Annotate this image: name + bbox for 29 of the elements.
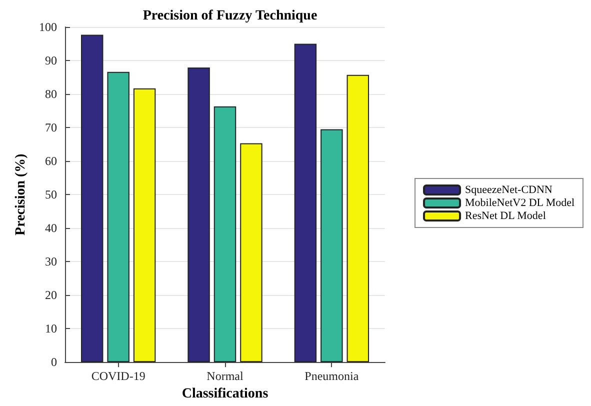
bar bbox=[320, 129, 343, 362]
bar bbox=[133, 88, 156, 362]
y-axis-title: Precision (%) bbox=[14, 153, 29, 236]
x-tick-label: COVID-19 bbox=[91, 369, 146, 384]
y-tick-label: 80 bbox=[45, 87, 57, 102]
legend-label: SqueezeNet-CDNN bbox=[465, 184, 552, 196]
y-tick-label: 50 bbox=[45, 188, 57, 202]
y-tick-label: 60 bbox=[45, 154, 57, 168]
x-axis-title: Classifications bbox=[182, 386, 269, 402]
bar bbox=[81, 34, 104, 362]
bar bbox=[294, 44, 317, 362]
chart-title: Precision of Fuzzy Technique bbox=[142, 8, 318, 24]
bar bbox=[107, 72, 130, 362]
y-tick-label: 100 bbox=[39, 20, 57, 34]
legend-label: ResNet DL Model bbox=[465, 210, 546, 222]
bar bbox=[188, 68, 210, 362]
y-tick-label: 70 bbox=[45, 120, 57, 135]
y-tick-label: 90 bbox=[45, 54, 57, 68]
x-tick-label: Pneumonia bbox=[304, 369, 360, 384]
y-tick-label: 20 bbox=[45, 288, 57, 302]
bar bbox=[214, 106, 236, 362]
y-tick-label: 10 bbox=[45, 322, 57, 336]
x-tick-label: Normal bbox=[206, 369, 244, 384]
bar bbox=[346, 74, 369, 362]
bar bbox=[240, 143, 262, 362]
y-tick-label: 30 bbox=[45, 254, 57, 269]
y-tick-label: 40 bbox=[45, 221, 57, 236]
y-tick-label: 0 bbox=[51, 355, 57, 370]
legend-label: MobileNetV2 DL Model bbox=[465, 197, 575, 209]
